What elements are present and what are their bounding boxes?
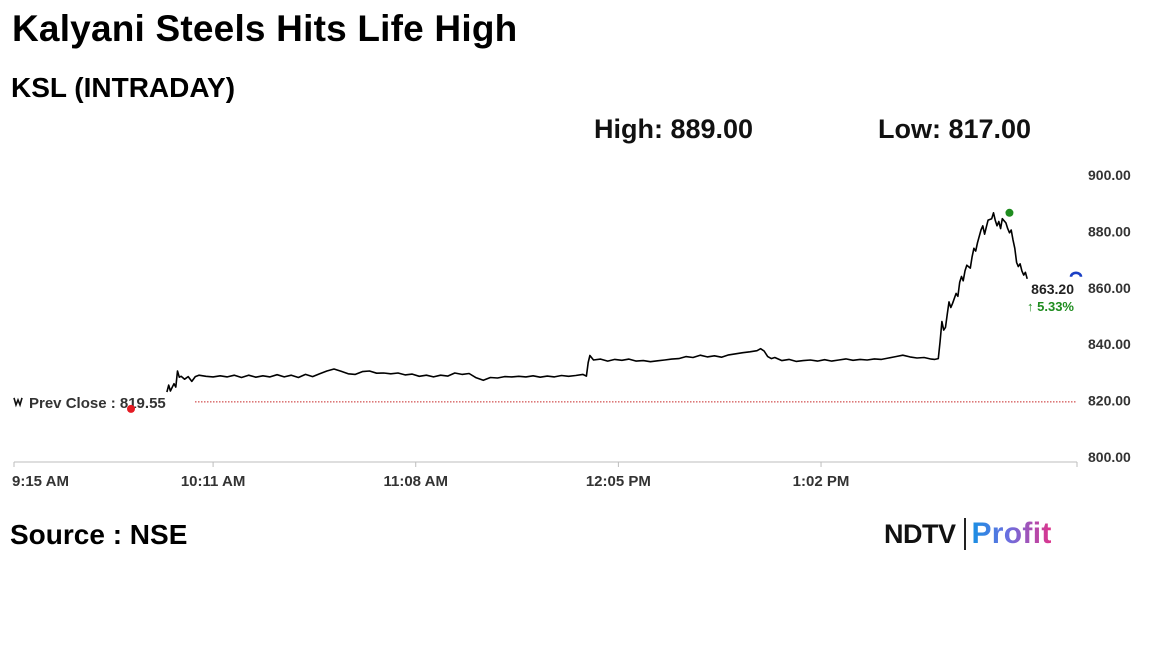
source-label: Source : NSE [10, 519, 188, 550]
x-tick-label: 9:15 AM [12, 473, 69, 490]
intraday-line-chart: 9:15 AM 10:11 AM 11:08 AM 12:05 PM 1:02 PM 90… [12, 167, 1131, 490]
chart-axes: 9:15 AM 10:11 AM 11:08 AM 12:05 PM 1:02 PM 90… [12, 167, 1131, 490]
percent-change-label: ↑ 5.33% [1027, 299, 1074, 314]
prev-close-label: Prev Close : 819.55 [29, 395, 166, 412]
y-tick-label: 900.00 [1088, 167, 1131, 183]
day-high-marker [1005, 208, 1014, 217]
x-tick-label: 11:08 AM [383, 473, 447, 490]
prev-close-squiggle-icon [13, 397, 23, 408]
ndtv-profit-logo: NDTV Profit [884, 514, 1052, 554]
y-tick-label: 820.00 [1088, 393, 1131, 409]
prev-close-reference: Prev Close : 819.55 [13, 395, 1077, 413]
day-low-stat: Low: 817.00 [878, 114, 1032, 144]
chart-subtitle: KSL (INTRADAY) [11, 72, 236, 103]
logo-profit-text: Profit [971, 517, 1052, 550]
x-tick-label: 10:11 AM [181, 473, 245, 490]
prev-close-dot [127, 404, 135, 413]
logo-ndtv-text: NDTV [884, 518, 956, 549]
day-high-stat: High: 889.00 [594, 114, 754, 144]
chart-markers: 863.20 ↑ 5.33% [1005, 208, 1083, 314]
y-tick-label: 880.00 [1088, 223, 1131, 239]
x-tick-label: 12:05 PM [586, 473, 651, 490]
y-tick-label: 800.00 [1088, 449, 1131, 465]
price-series-line [166, 211, 1028, 393]
y-tick-label: 840.00 [1088, 336, 1131, 352]
y-tick-label: 860.00 [1088, 280, 1131, 296]
logo-divider [963, 518, 966, 550]
chart-title: Kalyani Steels Hits Life High [12, 8, 518, 49]
plot-area [166, 211, 1028, 393]
x-tick-label: 1:02 PM [793, 473, 850, 490]
last-price-label: 863.20 [1031, 281, 1074, 297]
last-price-marker-icon [1069, 271, 1083, 278]
